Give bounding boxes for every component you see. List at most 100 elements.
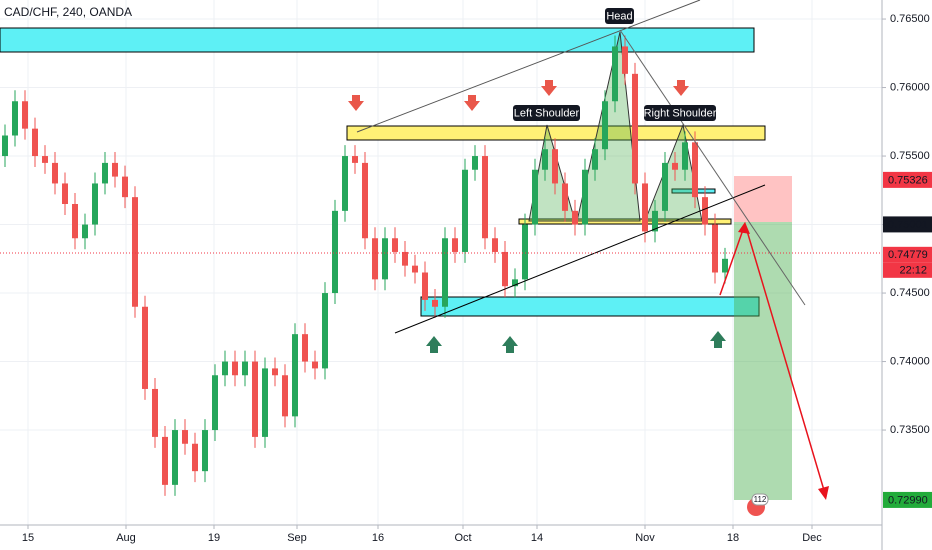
candle-body [502, 251, 508, 287]
candle-body [642, 183, 648, 232]
stop-zone [734, 176, 792, 222]
x-tick-label: 14 [531, 532, 543, 544]
candle-body [682, 142, 688, 170]
price-tag-sub [883, 262, 932, 278]
candle-body [462, 169, 468, 252]
candle-body [72, 203, 78, 239]
candle-body [352, 156, 358, 163]
candle-body [152, 388, 158, 437]
candle-body [342, 156, 348, 211]
candle-body [612, 46, 618, 102]
candle-body [102, 162, 108, 184]
candle-body [532, 169, 538, 225]
y-tick-label: 0.76000 [890, 81, 930, 93]
candle-body [512, 279, 518, 287]
candle-body [482, 156, 488, 239]
candle-body [402, 251, 408, 266]
candle-body [92, 183, 98, 225]
candle-body [252, 361, 258, 437]
candle-body [202, 430, 208, 472]
candle-body [12, 101, 18, 136]
shoulder-zone [346, 125, 766, 141]
x-tick-label: 16 [372, 532, 384, 544]
candle-body [332, 210, 338, 294]
candle-body [652, 210, 658, 232]
left-shoulder-box [513, 105, 580, 121]
x-tick-label: 18 [727, 532, 739, 544]
price-tag-label: 0.74779 [888, 249, 928, 261]
right-shoulder-box [644, 105, 716, 121]
candle-body [192, 443, 198, 472]
head-shape [576, 31, 641, 222]
candle-body [222, 361, 228, 376]
candle-body [592, 149, 598, 170]
x-tick-label: Nov [635, 532, 655, 544]
price-tag-label: 0.75326 [888, 174, 928, 186]
x-tick-label: 15 [22, 532, 34, 544]
trend-line [394, 184, 766, 334]
count-box [751, 493, 769, 506]
candle-body [542, 149, 548, 170]
x-tick-label: Aug [116, 532, 136, 544]
candle-body [622, 46, 628, 74]
candle-body [572, 210, 578, 225]
candle-body [232, 361, 238, 376]
price-tag [883, 171, 932, 188]
drawings [0, 27, 792, 500]
candle-body [692, 142, 698, 198]
candle-body [432, 299, 438, 307]
candle-body [2, 135, 8, 157]
candle-body [112, 162, 118, 177]
count-label: 112 [754, 495, 767, 504]
price-tag-label: 0.75001 [888, 219, 928, 231]
y-tick-label: 0.75500 [890, 150, 930, 162]
candle-body [602, 101, 608, 150]
x-tick-label: 19 [208, 532, 220, 544]
candle-body [312, 361, 318, 369]
candles [2, 35, 728, 496]
candle-body [382, 238, 388, 280]
candle-body [262, 368, 268, 437]
price-tag [883, 216, 932, 233]
candle-body [282, 375, 288, 417]
candle-body [172, 430, 178, 485]
candle-body [702, 197, 708, 225]
right-shoulder-label: Right Shoulder [644, 107, 717, 119]
support-zone [420, 296, 760, 317]
head-label: Head [606, 10, 632, 22]
candle-body [712, 224, 718, 273]
candle-body [272, 368, 278, 376]
candle-body [322, 293, 328, 369]
chart-title: CAD/CHF, 240, OANDA [4, 5, 132, 19]
candle-body [442, 238, 448, 307]
head-label-box [605, 8, 634, 24]
left-shoulder-label: Left Shoulder [514, 107, 580, 119]
candle-body [62, 183, 68, 204]
x-tick-label: Oct [454, 532, 471, 544]
y-tick-label: 0.74500 [890, 287, 930, 299]
candle-body [452, 238, 458, 252]
candle-body [82, 224, 88, 239]
candle-body [162, 436, 168, 485]
candle-body [672, 162, 678, 170]
candle-body [302, 334, 308, 362]
descending-line [619, 29, 806, 306]
candle-body [582, 169, 588, 225]
candle-body [32, 128, 38, 157]
candle-body [492, 238, 498, 252]
candle-body [422, 272, 428, 300]
candle-body [42, 156, 48, 163]
drawings-front: Head Left Shoulder Right Shoulder 112 [0, 0, 882, 516]
candle-body [292, 334, 298, 417]
x-tick-label: Dec [802, 532, 822, 544]
axes: 0.765000.760000.755000.750000.745000.740… [22, 13, 932, 544]
candle-body [212, 375, 218, 431]
candle-body [122, 176, 128, 198]
y-tick-label: 0.74000 [890, 355, 930, 367]
candle-body [562, 183, 568, 211]
candle-body [242, 361, 248, 376]
candle-body [472, 156, 478, 170]
y-tick-label: 0.73500 [890, 424, 930, 436]
candle-body [722, 258, 728, 273]
